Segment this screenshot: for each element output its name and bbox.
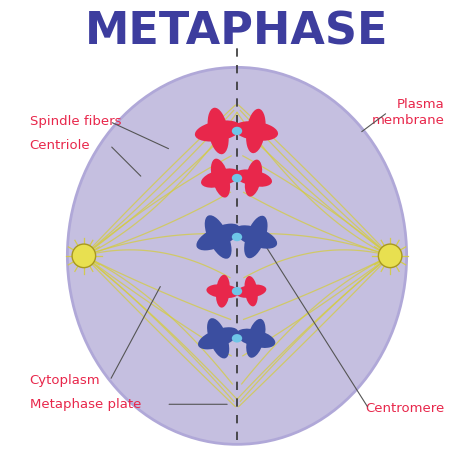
Ellipse shape	[207, 318, 229, 358]
Text: METAPHASE: METAPHASE	[85, 10, 389, 54]
Ellipse shape	[235, 225, 277, 249]
Text: Centriole: Centriole	[30, 138, 90, 152]
Text: Plasma
membrane: Plasma membrane	[372, 98, 444, 127]
Ellipse shape	[245, 276, 258, 306]
Text: Metaphase plate: Metaphase plate	[30, 398, 141, 411]
Ellipse shape	[232, 233, 242, 241]
Ellipse shape	[246, 109, 265, 153]
Ellipse shape	[201, 168, 240, 188]
Ellipse shape	[237, 328, 275, 348]
Ellipse shape	[206, 284, 239, 298]
Ellipse shape	[232, 174, 242, 182]
Ellipse shape	[236, 284, 266, 298]
Ellipse shape	[195, 120, 241, 142]
Ellipse shape	[232, 127, 242, 135]
Ellipse shape	[67, 67, 407, 444]
Ellipse shape	[235, 169, 272, 187]
Ellipse shape	[208, 108, 229, 154]
Ellipse shape	[245, 160, 262, 197]
Ellipse shape	[198, 327, 238, 349]
Text: Centromere: Centromere	[365, 402, 444, 416]
Ellipse shape	[232, 334, 242, 343]
Ellipse shape	[246, 319, 265, 358]
Ellipse shape	[216, 275, 230, 308]
Ellipse shape	[244, 216, 267, 258]
Text: Spindle fibers: Spindle fibers	[30, 115, 121, 128]
Ellipse shape	[205, 215, 232, 259]
Text: Cytoplasm: Cytoplasm	[30, 374, 100, 387]
Ellipse shape	[232, 287, 242, 295]
Ellipse shape	[72, 244, 96, 268]
Ellipse shape	[378, 244, 402, 268]
Ellipse shape	[211, 159, 230, 198]
Ellipse shape	[196, 224, 240, 250]
Ellipse shape	[234, 121, 278, 141]
